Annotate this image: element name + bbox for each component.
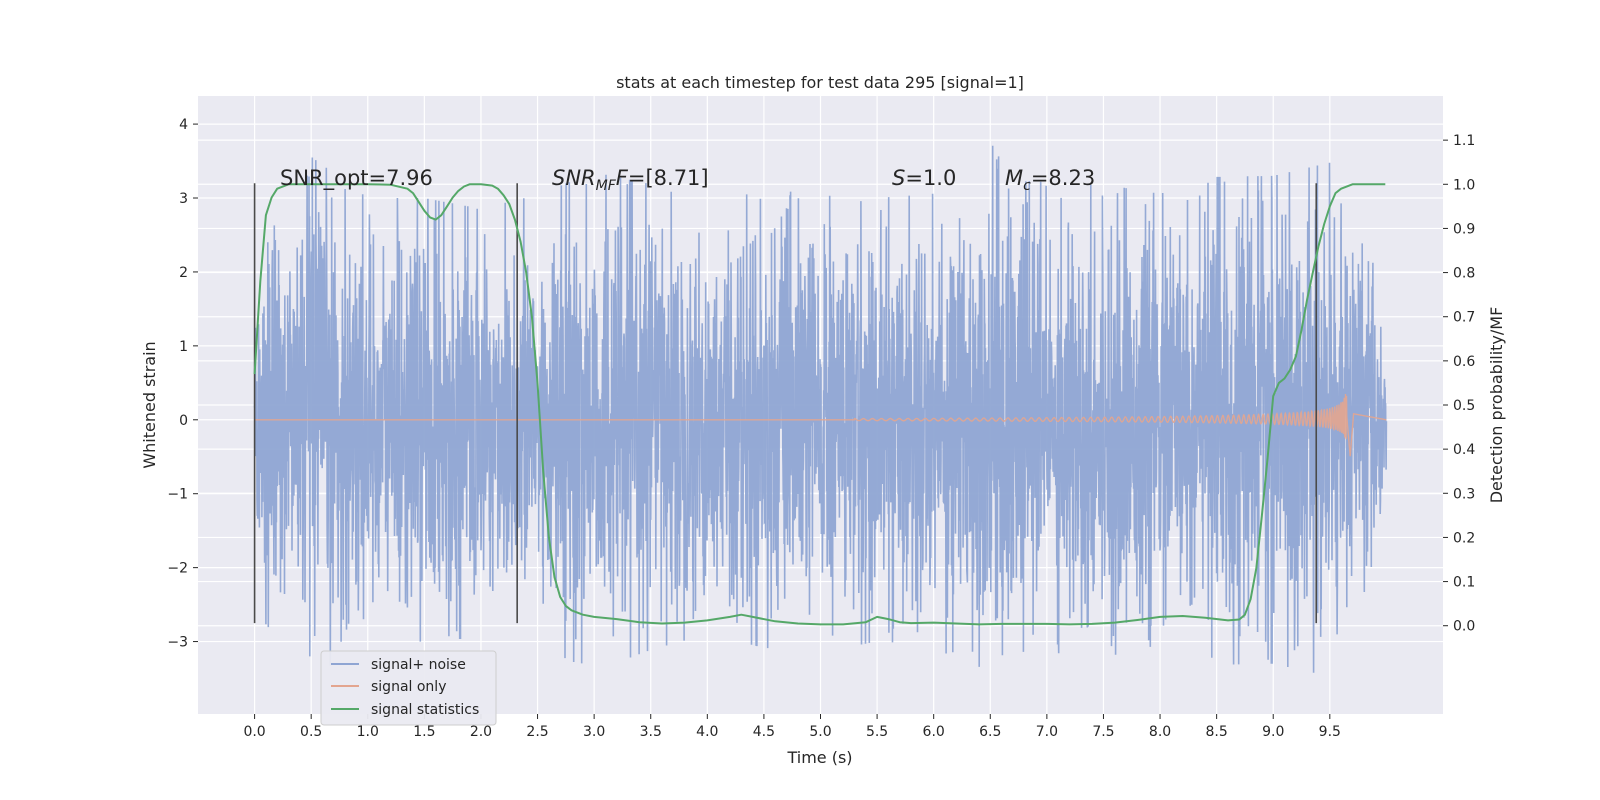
- y-tick-label: −2: [167, 561, 188, 577]
- y-tick-label: 3: [179, 191, 188, 207]
- legend-box: [320, 650, 497, 726]
- x-tick-label: 2.0: [470, 724, 492, 740]
- annotation-s-rest: =1.0: [905, 166, 956, 190]
- y2-tick-label: 0.7: [1453, 310, 1475, 326]
- x-tick-label: 3.0: [583, 724, 605, 740]
- series-signal-only: [254, 393, 1387, 457]
- x-tick-label: 1.5: [413, 724, 435, 740]
- x-tick-label: 0.0: [243, 724, 265, 740]
- signal-only-line: [254, 393, 1387, 457]
- y2-tick-label: 0.2: [1453, 530, 1475, 546]
- y2-tick-label: 0.8: [1453, 266, 1475, 282]
- signal-statistics-line: [253, 183, 1386, 626]
- y2-tick-label: 0.9: [1453, 221, 1475, 237]
- y2-axis-label: Detection probability/MF: [1487, 307, 1506, 504]
- chart-title: stats at each timestep for test data 295…: [616, 73, 1024, 92]
- x-tick-label: 9.0: [1262, 724, 1284, 740]
- annotation-snr-opt: SNR_opt=7.96: [280, 166, 433, 191]
- y2-tick-label: 0.5: [1453, 398, 1475, 414]
- annotation-mc-rest: =8.23: [1031, 166, 1095, 190]
- x-tick-label: 5.0: [809, 724, 831, 740]
- x-tick-label: 7.5: [1092, 724, 1114, 740]
- y2-tick-label: 0.1: [1453, 575, 1475, 591]
- x-tick-label: 6.5: [979, 724, 1001, 740]
- y-axis-label: Whitened strain: [140, 341, 159, 468]
- x-tick-label: 0.5: [300, 724, 322, 740]
- x-axis-label: Time (s): [786, 748, 852, 767]
- axis-ticks: 0.0 0.5 1.0 1.5 2.0 2.5 3.0 3.5 4.0 4.5 5.0 5.5 6.0 6…: [167, 117, 1475, 740]
- annotation-s: S=1.0: [892, 166, 956, 190]
- y-tick-label: 4: [179, 117, 188, 133]
- x-tick-label: 8.0: [1149, 724, 1171, 740]
- annotation-mc: Mc=8.23: [1005, 166, 1095, 194]
- y2-tick-label: 0.6: [1453, 354, 1475, 370]
- y2-tick-label: 0.0: [1453, 619, 1475, 635]
- y-tick-label: 1: [179, 339, 188, 355]
- x-tick-label: 7.0: [1036, 724, 1058, 740]
- x-tick-label: 2.5: [526, 724, 548, 740]
- y2-tick-label: 1.1: [1453, 133, 1475, 149]
- x-tick-label: 9.5: [1319, 724, 1341, 740]
- annotation-snr-mf-italic: SNR: [552, 166, 596, 190]
- y-tick-label: 2: [179, 265, 188, 281]
- y-tick-label: 0: [179, 413, 188, 429]
- legend-label-signal-only: signal only: [371, 679, 446, 695]
- y-tick-label: −3: [167, 635, 188, 651]
- legend-label-signal-statistics: signal statistics: [371, 702, 479, 718]
- annotation-s-italic: S: [892, 166, 905, 190]
- y2-tick-label: 0.3: [1453, 486, 1475, 502]
- y2-tick-label: 1.0: [1453, 177, 1475, 193]
- y-tick-label: −1: [167, 487, 188, 503]
- y2-tick-label: 0.4: [1453, 442, 1475, 458]
- x-tick-label: 4.5: [753, 724, 775, 740]
- x-tick-label: 8.5: [1206, 724, 1228, 740]
- x-tick-label: 4.0: [696, 724, 718, 740]
- x-tick-label: 5.5: [866, 724, 888, 740]
- x-tick-label: 3.5: [640, 724, 662, 740]
- annotation-mc-italic: M: [1005, 166, 1023, 190]
- x-tick-label: 1.0: [357, 724, 379, 740]
- legend: signal+ noise signal only signal statist…: [320, 650, 497, 726]
- annotation-mc-sub: c: [1023, 178, 1031, 194]
- signal-noise-line: [253, 145, 1388, 673]
- legend-label-signal-noise: signal+ noise: [371, 657, 466, 673]
- x-tick-label: 6.0: [923, 724, 945, 740]
- annotations: SNR_opt=7.96 SNRMFF=[8.71] S=1.0 Mc=8.23: [280, 166, 1095, 194]
- annotation-snr-mf-rest: =[8.71]: [628, 166, 709, 190]
- series-signal-statistics: [253, 183, 1386, 626]
- series-signal-noise: [253, 145, 1388, 673]
- annotation-snr-mf-f: F: [616, 166, 629, 190]
- annotation-snr-mf-sub: MF: [596, 178, 617, 194]
- annotation-snr-mf: SNRMFF=[8.71]: [552, 166, 709, 194]
